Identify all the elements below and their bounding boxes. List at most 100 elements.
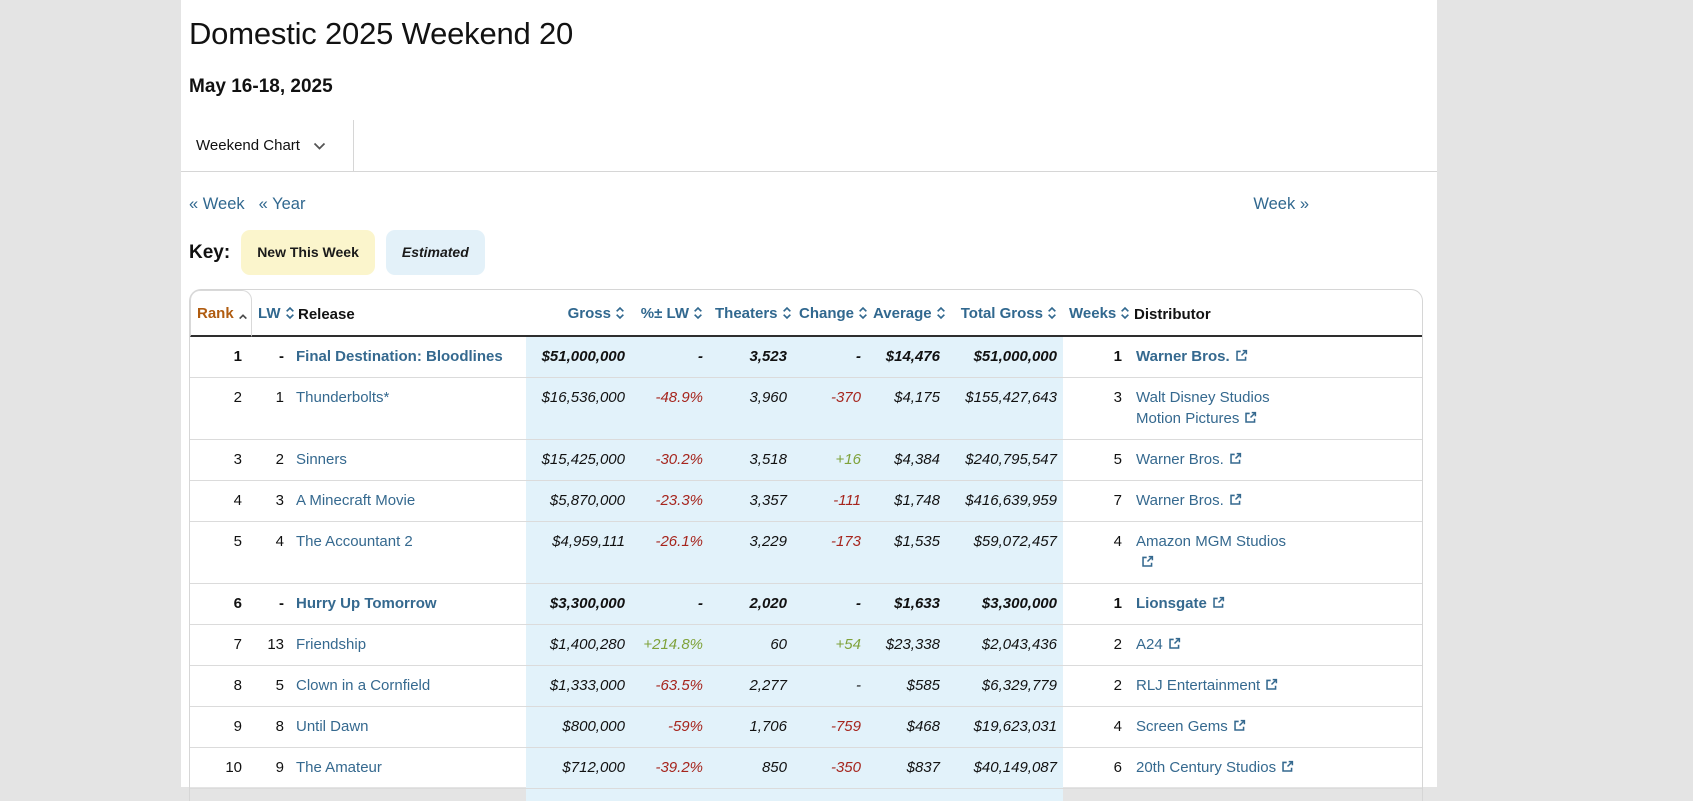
- release-link[interactable]: Final Destination: Bloodlines: [296, 348, 503, 365]
- previous-year-link[interactable]: « Year: [258, 195, 306, 213]
- chevron-down-icon: [313, 142, 326, 150]
- external-link-icon: [1244, 409, 1257, 430]
- cell-total_gross: $6,329,779: [946, 666, 1063, 707]
- cell-theaters: 1,706: [709, 707, 793, 748]
- cell-theaters: [709, 789, 793, 801]
- cell-pct_lw: [631, 789, 709, 801]
- key-new-this-week-badge: New This Week: [241, 230, 375, 275]
- distributor-link[interactable]: Amazon MGM Studios: [1136, 533, 1286, 571]
- release-link[interactable]: Hurry Up Tomorrow: [296, 595, 437, 612]
- cell-average: $837: [867, 748, 946, 789]
- cell-total_gross: $59,072,457: [946, 522, 1063, 584]
- cell-total_gross: $40,149,087: [946, 748, 1063, 789]
- cell-rank: 9: [190, 707, 252, 748]
- column-header-label: Gross: [567, 304, 611, 322]
- cell-pct_lw: -63.5%: [631, 666, 709, 707]
- cell-change: [793, 789, 867, 801]
- distributor-link[interactable]: Walt Disney Studios Motion Pictures: [1136, 389, 1270, 427]
- sort-icon: [936, 305, 946, 326]
- column-header-change[interactable]: Change: [793, 290, 867, 337]
- column-header-average[interactable]: Average: [867, 290, 946, 337]
- cell-average: $1,535: [867, 522, 946, 584]
- cell-release: Thunderbolts*: [292, 378, 526, 440]
- cell-rank: 5: [190, 522, 252, 584]
- table-row: 9 8 Until Dawn $800,000 -59% 1,706 -759 $468 $19…: [190, 707, 1422, 748]
- release-link[interactable]: Clown in a Cornfield: [296, 677, 431, 694]
- distributor-link[interactable]: 20th Century Studios: [1136, 759, 1294, 776]
- cell-pct_lw: -30.2%: [631, 440, 709, 481]
- release-link[interactable]: Friendship: [296, 636, 367, 653]
- date-range: May 16-18, 2025: [189, 76, 333, 97]
- cell-gross: $1,333,000: [526, 666, 631, 707]
- distributor-link[interactable]: A24: [1136, 636, 1181, 653]
- cell-theaters: 2,277: [709, 666, 793, 707]
- sort-icon: [1120, 305, 1130, 326]
- column-header-weeks[interactable]: Weeks: [1063, 290, 1130, 337]
- cell-lw: 4: [252, 522, 292, 584]
- cell-rank: 8: [190, 666, 252, 707]
- cell-gross: [526, 789, 631, 801]
- column-header-lw[interactable]: LW: [252, 290, 294, 337]
- weekend-chart-dropdown[interactable]: Weekend Chart: [181, 120, 354, 171]
- cell-lw: 3: [252, 481, 292, 522]
- column-header-gross[interactable]: Gross: [526, 290, 631, 337]
- distributor-link[interactable]: Lionsgate: [1136, 595, 1225, 612]
- column-header-theaters[interactable]: Theaters: [709, 290, 793, 337]
- distributor-link[interactable]: Warner Bros.: [1136, 451, 1242, 468]
- cell-release: Final Destination: Bloodlines: [292, 337, 526, 378]
- cell-average: $4,175: [867, 378, 946, 440]
- cell-weeks: 4: [1063, 522, 1128, 584]
- release-link[interactable]: Until Dawn: [296, 718, 369, 735]
- table-row: 1 - Final Destination: Bloodlines $51,000,0…: [190, 337, 1422, 378]
- sort-ascending-icon: [238, 305, 248, 326]
- cell-weeks: 2: [1063, 666, 1128, 707]
- release-link[interactable]: The Accountant 2: [296, 533, 413, 550]
- cell-weeks: 1: [1063, 337, 1128, 378]
- release-link[interactable]: Thunderbolts*: [296, 389, 390, 406]
- cell-weeks: [1063, 789, 1128, 801]
- table-row: 5 4 The Accountant 2 $4,959,111 -26.1% 3,229-…: [190, 522, 1422, 584]
- cell-total_gross: $155,427,643: [946, 378, 1063, 440]
- table-row: 7 13 Friendship $1,400,280 +214.8% 60 +54 $23,3…: [190, 625, 1422, 666]
- distributor-link[interactable]: Screen Gems: [1136, 718, 1246, 735]
- release-link[interactable]: A Minecraft Movie: [296, 492, 416, 509]
- cell-total_gross: $51,000,000: [946, 337, 1063, 378]
- cell-theaters: 3,518: [709, 440, 793, 481]
- next-week-link[interactable]: Week »: [1253, 195, 1309, 213]
- cell-distributor: Lionsgate: [1128, 584, 1422, 625]
- cell-release: [292, 789, 526, 801]
- cell-lw: 2: [252, 440, 292, 481]
- external-link-icon: [1212, 594, 1225, 615]
- cell-distributor: Amazon MGM Studios: [1128, 522, 1422, 584]
- distributor-link[interactable]: RLJ Entertainment: [1136, 677, 1278, 694]
- cell-theaters: 3,960: [709, 378, 793, 440]
- cell-weeks: 1: [1063, 584, 1128, 625]
- column-header-rank[interactable]: Rank: [190, 290, 252, 337]
- distributor-link[interactable]: Warner Bros.: [1136, 348, 1248, 365]
- release-link[interactable]: The Amateur: [296, 759, 382, 776]
- cell-gross: $5,870,000: [526, 481, 631, 522]
- column-header-total_gross[interactable]: Total Gross: [946, 290, 1063, 337]
- release-link[interactable]: Sinners: [296, 451, 347, 468]
- column-header-label: Rank: [197, 305, 234, 322]
- cell-gross: $800,000: [526, 707, 631, 748]
- cell-total_gross: [946, 789, 1063, 801]
- external-link-icon: [1235, 347, 1248, 368]
- previous-week-link[interactable]: « Week: [189, 195, 245, 213]
- table-row: 10 9 The Amateur $712,000 -39.2% 850 -350 $837 $…: [190, 748, 1422, 789]
- distributor-link[interactable]: Warner Bros.: [1136, 492, 1242, 509]
- cell-lw: -: [252, 337, 292, 378]
- cell-average: $1,633: [867, 584, 946, 625]
- cell-release: Until Dawn: [292, 707, 526, 748]
- cell-rank: 2: [190, 378, 252, 440]
- column-header-pct_lw[interactable]: %± LW: [631, 290, 709, 337]
- cell-change: -173: [793, 522, 867, 584]
- cell-distributor: Warner Bros.: [1128, 481, 1422, 522]
- cell-rank: 6: [190, 584, 252, 625]
- cell-total_gross: $2,043,436: [946, 625, 1063, 666]
- cell-gross: $4,959,111: [526, 522, 631, 584]
- cell-total_gross: $19,623,031: [946, 707, 1063, 748]
- cell-pct_lw: -39.2%: [631, 748, 709, 789]
- cell-average: $14,476: [867, 337, 946, 378]
- cell-distributor: RLJ Entertainment: [1128, 666, 1422, 707]
